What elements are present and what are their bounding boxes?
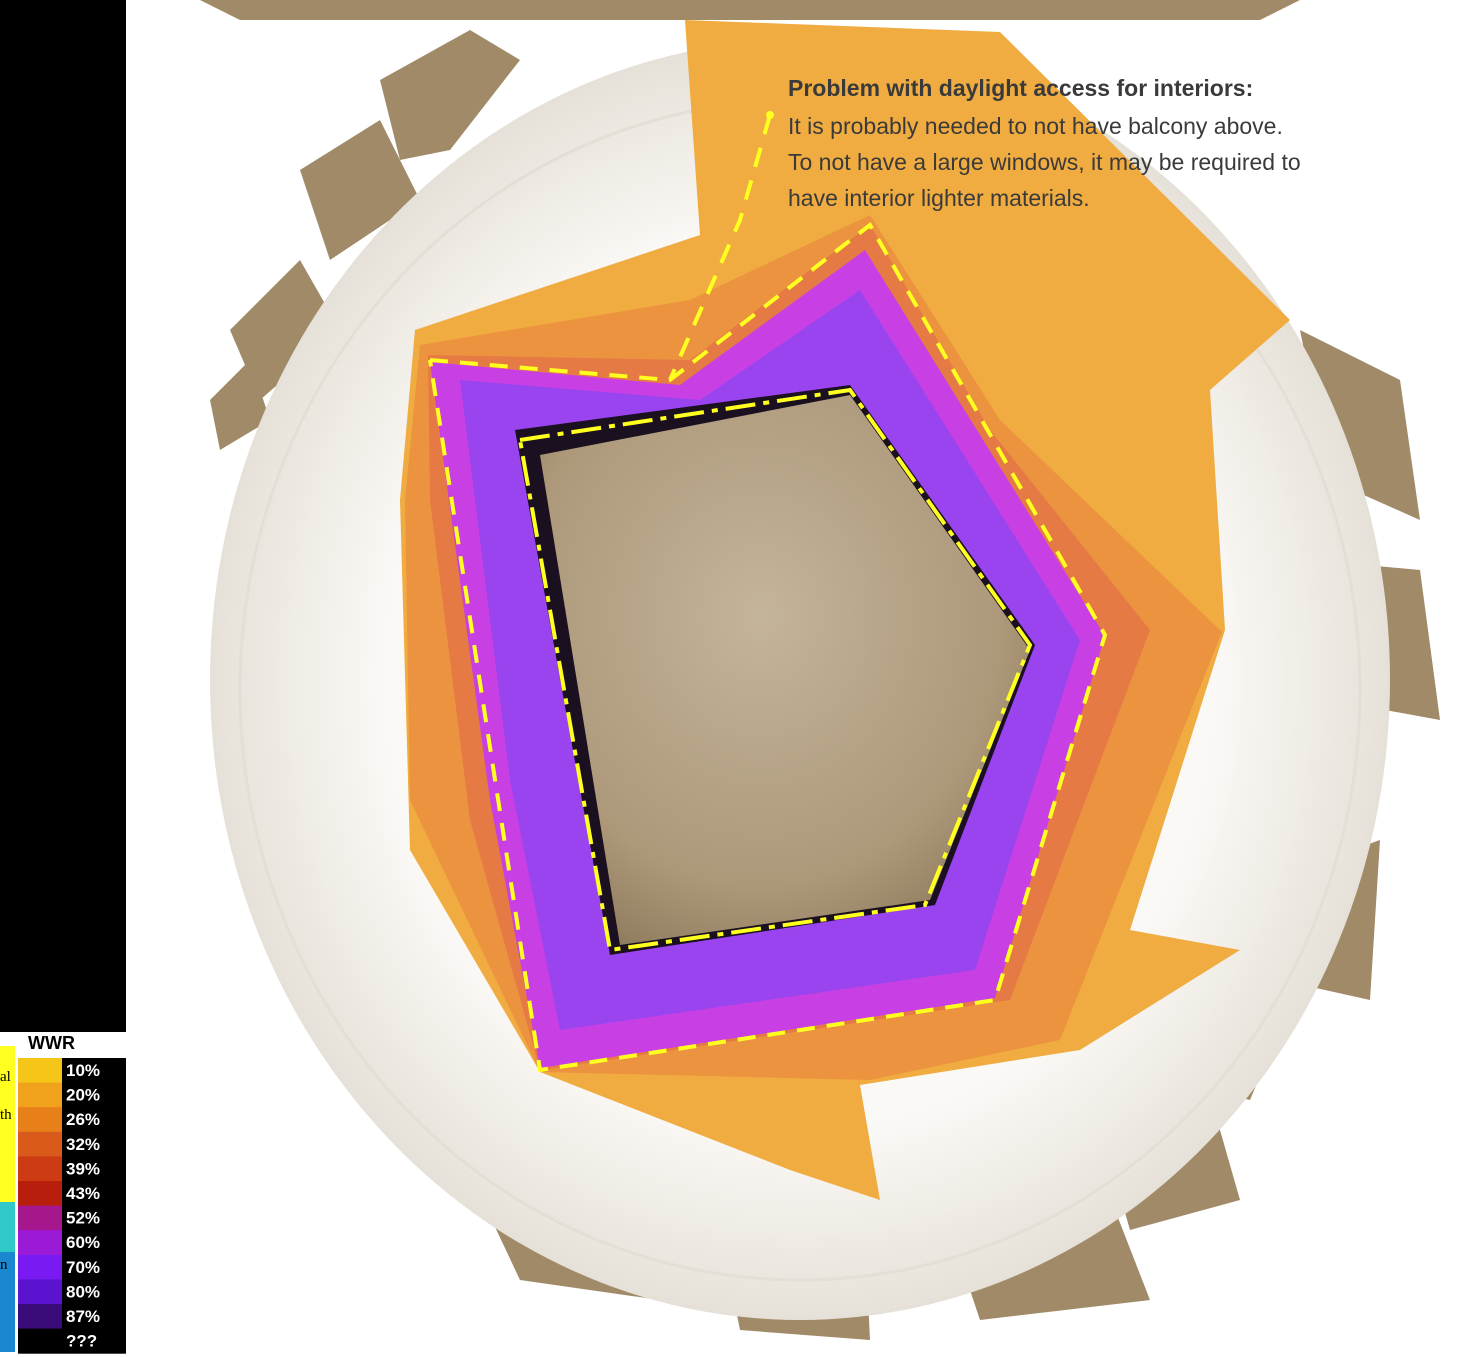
- legend-swatch: [18, 1279, 62, 1305]
- legend-label: 43%: [66, 1184, 100, 1203]
- legend-label-bg: [62, 1230, 126, 1256]
- legend-label: 52%: [66, 1209, 100, 1228]
- legend-label: ???: [66, 1332, 97, 1351]
- courtyard: [540, 395, 1030, 945]
- legend-label-bg: [62, 1254, 126, 1280]
- leader-dot: [766, 111, 774, 119]
- legend-swatch: [18, 1230, 62, 1256]
- legend-label: 26%: [66, 1110, 100, 1129]
- legend-swatch: [18, 1131, 62, 1157]
- annotation-line: It is probably needed to not have balcon…: [788, 113, 1283, 139]
- legend-swatch: [18, 1156, 62, 1182]
- legend-title: WWR: [28, 1033, 75, 1053]
- legend-label-bg: [62, 1082, 126, 1108]
- edge-strip: [0, 1252, 15, 1352]
- outlines: [428, 111, 1108, 1073]
- edge-strip: [0, 1046, 15, 1202]
- legend-swatch: [18, 1107, 62, 1133]
- legend-swatch: [18, 1304, 62, 1330]
- block: [380, 30, 520, 160]
- block: [230, 260, 340, 400]
- legend-label-bg: [62, 1131, 126, 1157]
- legend-swatch: [18, 1205, 62, 1231]
- edge-fragment: al: [0, 1069, 11, 1085]
- block: [300, 120, 420, 260]
- legend-label-bg: [62, 1205, 126, 1231]
- legend-label: 70%: [66, 1258, 100, 1277]
- legend-swatch: [18, 1181, 62, 1207]
- edge-fragment: n: [0, 1257, 8, 1273]
- legend-label-bg: [62, 1328, 126, 1354]
- legend-label: 60%: [66, 1233, 100, 1252]
- annotation-line: To not have a large windows, it may be r…: [788, 149, 1301, 175]
- legend-label: 87%: [66, 1307, 100, 1326]
- annotation: It is probably needed to not have balcon…: [788, 113, 1301, 211]
- legend-label: 10%: [66, 1061, 100, 1080]
- legend-swatch: [18, 1058, 62, 1084]
- legend-label-bg: [62, 1304, 126, 1330]
- annotation-line: have interior lighter materials.: [788, 185, 1090, 211]
- legend-label-bg: [62, 1107, 126, 1133]
- legend-label: 80%: [66, 1282, 100, 1301]
- leader-line: [668, 114, 772, 381]
- legend-label: 32%: [66, 1135, 100, 1154]
- legend-label: 39%: [66, 1159, 100, 1178]
- legend-label-bg: [62, 1156, 126, 1182]
- edge-fragments: al th n: [0, 1069, 12, 1273]
- legend-label-bg: [62, 1279, 126, 1305]
- edge-fragment: th: [0, 1107, 12, 1123]
- legend-swatch: [18, 1254, 62, 1280]
- legend: 10% 20% 26% 32% 39% 43% 52% 60% 70% 80% 87%???: [18, 1058, 126, 1354]
- legend-label: 20%: [66, 1086, 100, 1105]
- annotation-title: Problem with daylight access for interio…: [788, 75, 1253, 101]
- black-bar: [0, 0, 126, 1032]
- legend-label-bg: [62, 1181, 126, 1207]
- edge-strip: [0, 1202, 15, 1252]
- legend-label-bg: [62, 1058, 126, 1084]
- inner-outline: [518, 387, 1033, 953]
- legend-swatch: [18, 1082, 62, 1108]
- block: [200, 0, 1300, 20]
- legend-swatch: [18, 1328, 62, 1354]
- block: [210, 360, 270, 450]
